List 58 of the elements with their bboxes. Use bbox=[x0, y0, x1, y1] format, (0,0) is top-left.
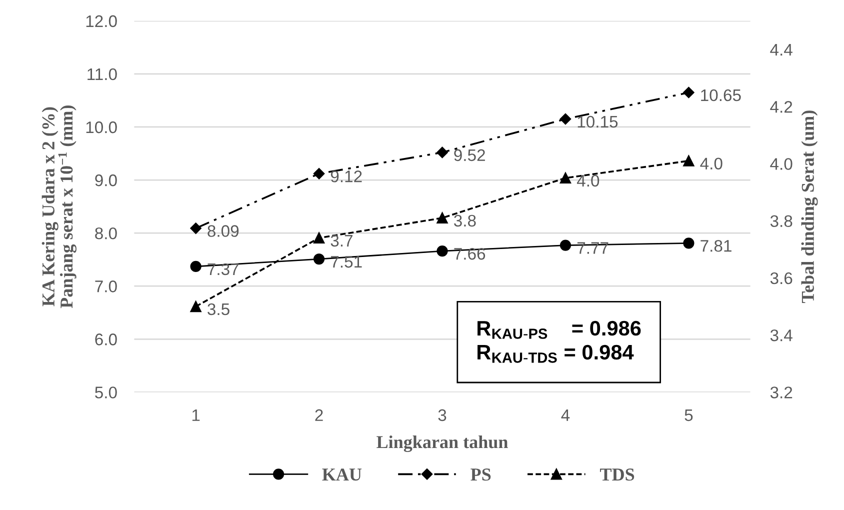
y-tick-label: 10.0 bbox=[86, 121, 117, 134]
x-tick-label: 2 bbox=[315, 409, 323, 421]
point bbox=[313, 168, 325, 180]
legend-label: KAU bbox=[322, 468, 362, 481]
data-label: 10.15 bbox=[578, 116, 618, 128]
point bbox=[436, 146, 448, 158]
point bbox=[560, 240, 572, 251]
data-label: 9.12 bbox=[330, 170, 362, 182]
y2-tick-label: 4.2 bbox=[770, 100, 792, 113]
x-tick-label: 3 bbox=[438, 409, 446, 422]
y-tick-label: 5.0 bbox=[95, 386, 117, 398]
point bbox=[560, 172, 572, 184]
data-label: 3.8 bbox=[454, 214, 476, 227]
x-axis-title: Lingkaran tahun bbox=[376, 436, 508, 452]
data-label: 3.5 bbox=[208, 303, 230, 316]
point bbox=[313, 254, 325, 265]
point bbox=[560, 113, 572, 125]
point bbox=[190, 260, 202, 272]
data-label: 10.65 bbox=[701, 89, 741, 102]
y2-tick-label: 3.8 bbox=[770, 215, 792, 228]
x-tick-label: 5 bbox=[684, 409, 693, 422]
y2-tick-label: 3.6 bbox=[770, 272, 792, 284]
annotation: R$_{KAU-TDS}$ = 0.984 bbox=[478, 344, 634, 363]
point bbox=[683, 86, 694, 98]
point bbox=[190, 300, 202, 312]
y-tick-label: 6.0 bbox=[95, 334, 117, 346]
data-label: 3.7 bbox=[330, 234, 352, 247]
y2-tick-label: 4.4 bbox=[770, 44, 792, 56]
data-label: 7.81 bbox=[700, 240, 732, 252]
y2-tick-label: 3.4 bbox=[770, 329, 792, 342]
y-tick-label: 9.0 bbox=[95, 174, 117, 186]
legend-label: PS bbox=[470, 468, 491, 481]
y2-tick-label: 3.2 bbox=[770, 386, 792, 398]
y-tick-label: 8.0 bbox=[95, 227, 117, 240]
point bbox=[313, 232, 325, 244]
y-tick-label: 11.0 bbox=[88, 68, 117, 80]
y-axis-title: KA Kering Udara x 2 (%) Panjang serat x 10$^{−1}$ (mm) bbox=[42, 106, 76, 308]
x-tick-label: 4 bbox=[561, 409, 570, 421]
y2-tick-label: 4.0 bbox=[770, 158, 792, 170]
y2-axis-title: Tebal dinding Serat (um) bbox=[801, 110, 818, 304]
legend-label: TDS bbox=[600, 468, 634, 481]
y-tick-label: 12.0 bbox=[86, 15, 117, 28]
data-label: 9.52 bbox=[454, 149, 485, 162]
point bbox=[190, 222, 202, 234]
data-label: 4.0 bbox=[700, 158, 722, 170]
data-label: 7.37 bbox=[208, 263, 239, 276]
point bbox=[436, 246, 448, 257]
point bbox=[683, 238, 694, 249]
data-label: 7.51 bbox=[330, 256, 362, 268]
y-tick-label: 7.0 bbox=[95, 280, 117, 292]
data-label: 7.77 bbox=[577, 242, 608, 254]
data-label: 8.09 bbox=[208, 225, 239, 237]
x-tick-label: 1 bbox=[192, 409, 200, 421]
text: R$_{KAU-PS}$ = 0.986 bbox=[478, 320, 641, 339]
point bbox=[683, 155, 694, 166]
data-label: 7.66 bbox=[454, 248, 486, 260]
data-label: 4.0 bbox=[576, 174, 600, 187]
point bbox=[436, 212, 448, 224]
